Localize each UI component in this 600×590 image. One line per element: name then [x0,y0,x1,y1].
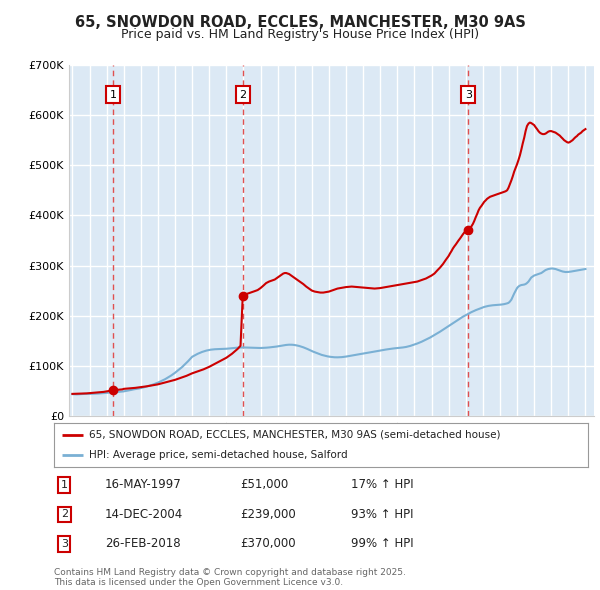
Text: 14-DEC-2004: 14-DEC-2004 [105,508,183,521]
Text: 1: 1 [109,90,116,100]
Text: 3: 3 [465,90,472,100]
Text: £51,000: £51,000 [240,478,288,491]
Text: HPI: Average price, semi-detached house, Salford: HPI: Average price, semi-detached house,… [89,450,347,460]
Text: 99% ↑ HPI: 99% ↑ HPI [351,537,413,550]
Text: 16-MAY-1997: 16-MAY-1997 [105,478,182,491]
Text: 3: 3 [61,539,68,549]
Text: 2: 2 [239,90,247,100]
Text: Contains HM Land Registry data © Crown copyright and database right 2025.
This d: Contains HM Land Registry data © Crown c… [54,568,406,587]
Text: 26-FEB-2018: 26-FEB-2018 [105,537,181,550]
Text: £370,000: £370,000 [240,537,296,550]
Text: 65, SNOWDON ROAD, ECCLES, MANCHESTER, M30 9AS: 65, SNOWDON ROAD, ECCLES, MANCHESTER, M3… [74,15,526,30]
Text: 2: 2 [61,510,68,519]
Text: 1: 1 [61,480,68,490]
Text: 93% ↑ HPI: 93% ↑ HPI [351,508,413,521]
Text: £239,000: £239,000 [240,508,296,521]
Text: 17% ↑ HPI: 17% ↑ HPI [351,478,413,491]
Text: 65, SNOWDON ROAD, ECCLES, MANCHESTER, M30 9AS (semi-detached house): 65, SNOWDON ROAD, ECCLES, MANCHESTER, M3… [89,430,500,440]
Text: Price paid vs. HM Land Registry's House Price Index (HPI): Price paid vs. HM Land Registry's House … [121,28,479,41]
